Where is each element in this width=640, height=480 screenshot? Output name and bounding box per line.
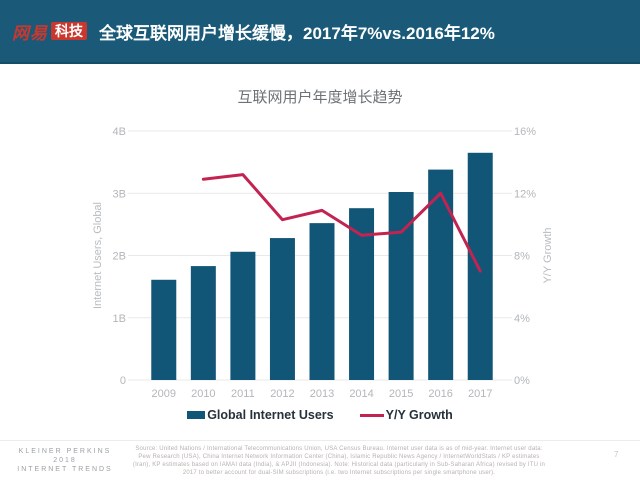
chart-title: 互联网用户年度增长趋势 xyxy=(237,89,403,106)
growth-chart: 0 0% 1B 4% 2B 8% 3B 12% 4B 16% 2009 2010 2011 2012 201… xyxy=(92,126,554,400)
x-axis-tick: 2014 xyxy=(349,388,373,400)
right-axis-tick: 16% xyxy=(514,126,536,138)
left-axis-tick: 1B xyxy=(113,313,126,325)
legend-swatch-bar xyxy=(187,411,206,419)
netease-tech-logo: 网易 科技 xyxy=(12,19,87,44)
footer-brand-line: 2018 xyxy=(53,457,77,464)
right-axis-title: Y/Y Growth xyxy=(542,227,554,283)
source-note: Source: United Nations / International T… xyxy=(132,446,546,476)
legend-item-line: Y/Y Growth xyxy=(359,408,453,422)
left-axis-tick: 4B xyxy=(113,126,126,138)
right-axis-tick: 8% xyxy=(514,251,530,263)
right-axis-tick: 0% xyxy=(514,375,530,387)
legend-swatch-line xyxy=(359,413,384,417)
bar-2009 xyxy=(151,279,177,380)
bar-2011 xyxy=(230,251,256,380)
x-axis-tick: 2013 xyxy=(310,388,334,400)
chart-legend: Global Internet Users Y/Y Growth xyxy=(0,408,640,422)
left-axis-title: Internet Users, Global xyxy=(92,202,104,309)
right-axis-tick: 12% xyxy=(514,188,536,200)
footer-divider xyxy=(0,440,640,441)
legend-label: Global Internet Users xyxy=(207,408,334,422)
left-axis-tick: 3B xyxy=(113,188,126,200)
x-axis-tick: 2009 xyxy=(152,388,176,400)
bar-2014 xyxy=(349,208,375,380)
x-axis-tick: 2015 xyxy=(389,388,413,400)
right-axis-tick: 4% xyxy=(514,313,530,325)
x-axis-tick: 2017 xyxy=(468,388,492,400)
legend-label: Y/Y Growth xyxy=(385,408,453,422)
footer-brand-block: KLEINER PERKINS 2018 INTERNET TRENDS xyxy=(6,447,124,474)
bar-2012 xyxy=(269,238,295,380)
header-bar: 网易 科技 全球互联网用户增长缓慢，2017年7%vs.2016年12% xyxy=(0,0,640,64)
x-axis-tick: 2016 xyxy=(428,388,452,400)
legend-item-bar: Global Internet Users xyxy=(187,408,334,422)
page-number: 7 xyxy=(614,450,619,459)
x-axis-tick: 2011 xyxy=(231,388,255,400)
footer-brand-line: INTERNET TRENDS xyxy=(17,466,113,473)
tech-logo-badge: 科技 xyxy=(51,22,87,40)
netease-logo-text: 网易 xyxy=(12,23,48,43)
bar-2017 xyxy=(467,152,493,380)
x-axis-tick: 2012 xyxy=(270,388,294,400)
bar-2013 xyxy=(309,223,335,380)
bar-2010 xyxy=(190,266,216,380)
bar-2016 xyxy=(428,169,454,380)
x-axis-tick: 2010 xyxy=(191,388,215,400)
left-axis-tick: 2B xyxy=(113,251,126,263)
growth-line xyxy=(201,173,482,273)
left-axis-tick: 0 xyxy=(120,375,126,387)
bar-2015 xyxy=(388,192,414,380)
page-title: 全球互联网用户增长缓慢，2017年7%vs.2016年12% xyxy=(99,23,495,43)
footer-brand-line: KLEINER PERKINS xyxy=(18,448,112,455)
